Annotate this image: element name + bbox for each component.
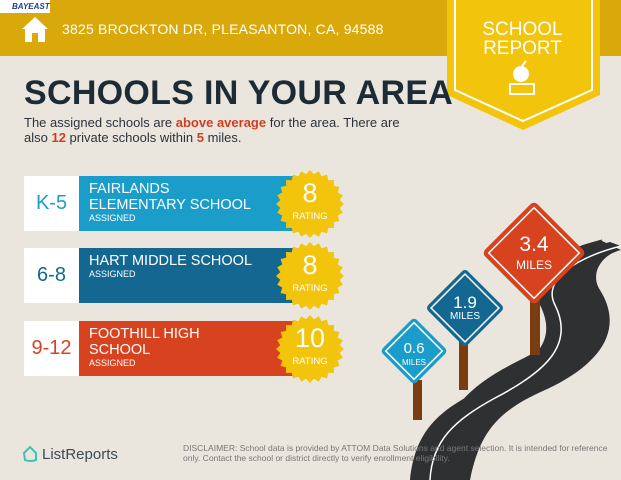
school-row: K-5 FAIRLANDS ELEMENTARY SCHOOL ASSIGNED…: [24, 170, 344, 238]
school-row: 9-12 FOOTHILL HIGH SCHOOL ASSIGNED 10 RA…: [24, 315, 344, 383]
distance-unit: MILES: [449, 311, 480, 322]
distance-value: 1.9: [453, 293, 477, 312]
school-bar: HART MIDDLE SCHOOL ASSIGNED: [79, 248, 294, 303]
home-icon: [22, 17, 48, 42]
distance-value: 3.4: [519, 233, 549, 256]
school-row: 6-8 HART MIDDLE SCHOOL ASSIGNED 8 RATING: [24, 242, 344, 310]
assigned-label: ASSIGNED: [89, 358, 136, 368]
rating-value: 8: [302, 250, 318, 280]
grade-range: 9-12: [24, 321, 79, 376]
school-name: FOOTHILL HIGH: [89, 326, 200, 342]
rating-seal-icon: [276, 242, 344, 310]
listreports-icon: [22, 445, 37, 462]
disclaimer: DISCLAIMER: School data is provided by A…: [183, 443, 608, 463]
rating-label: RATING: [292, 356, 328, 367]
rating-value: 8: [302, 178, 318, 208]
apple-books-icon: [509, 60, 535, 95]
bayeast-logo: BAYEAST: [0, 0, 50, 13]
school-name-line2: SCHOOL: [89, 342, 151, 358]
rating-value: 10: [294, 323, 326, 353]
school-name: FAIRLANDS: [89, 181, 170, 197]
rating-label: RATING: [292, 283, 328, 294]
school-name: HART MIDDLE SCHOOL: [89, 253, 253, 269]
page-title: SCHOOLS IN YOUR AREA: [24, 74, 454, 112]
school-name-line2: ELEMENTARY SCHOOL: [89, 197, 251, 213]
distance-sign-k-5: [381, 318, 447, 384]
grade-range: K-5: [24, 176, 79, 231]
school-bar: FOOTHILL HIGH SCHOOL ASSIGNED: [79, 321, 294, 376]
rating-seal-icon: [276, 170, 344, 238]
badge-line1: SCHOOL: [482, 19, 563, 40]
distance-unit: MILES: [515, 258, 552, 272]
listreports-logo: ListReports: [22, 445, 118, 463]
assigned-label: ASSIGNED: [89, 213, 136, 223]
grade-range: 6-8: [24, 248, 79, 303]
distance-sign-6-8: [427, 270, 503, 346]
rating-label: RATING: [292, 211, 328, 222]
distance-value: 0.6: [403, 340, 425, 357]
summary-text: The assigned schools are above average f…: [24, 115, 400, 145]
badge-line2: REPORT: [483, 38, 562, 59]
assigned-label: ASSIGNED: [89, 269, 136, 279]
property-address: 3825 BROCKTON DR, PLEASANTON, CA, 94588: [62, 21, 384, 37]
school-report-badge: [447, 0, 600, 130]
distance-unit: MILES: [401, 358, 426, 367]
distance-sign-9-12: [483, 202, 585, 304]
rating-seal-icon: [276, 315, 344, 383]
school-bar: FAIRLANDS ELEMENTARY SCHOOL ASSIGNED: [79, 176, 294, 231]
